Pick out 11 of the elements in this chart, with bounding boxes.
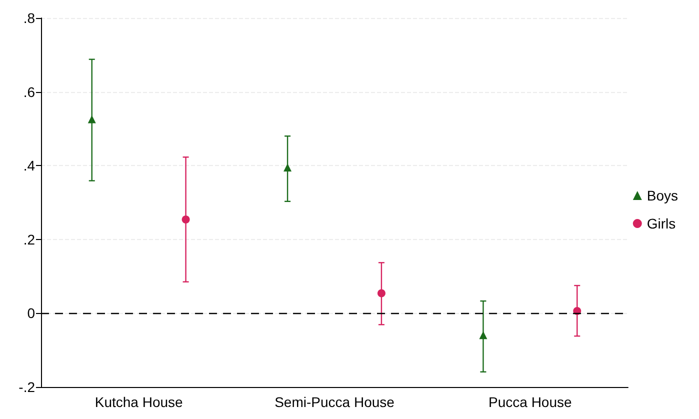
x-tick-label: Semi-Pucca House [274, 394, 395, 410]
y-tick-label: .6 [23, 84, 36, 100]
y-tick-label: 0 [27, 305, 36, 322]
x-tick-label: Kutcha House [94, 394, 184, 410]
legend-label: Girls [646, 216, 676, 232]
y-tick-label: .2 [23, 231, 36, 248]
y-tick-label: .4 [23, 158, 36, 174]
y-tick-label: -.2 [18, 379, 36, 395]
legend-label: Boys [646, 188, 678, 204]
y-tick-label: .8 [23, 10, 36, 26]
x-tick-label: Pucca House [488, 394, 572, 410]
